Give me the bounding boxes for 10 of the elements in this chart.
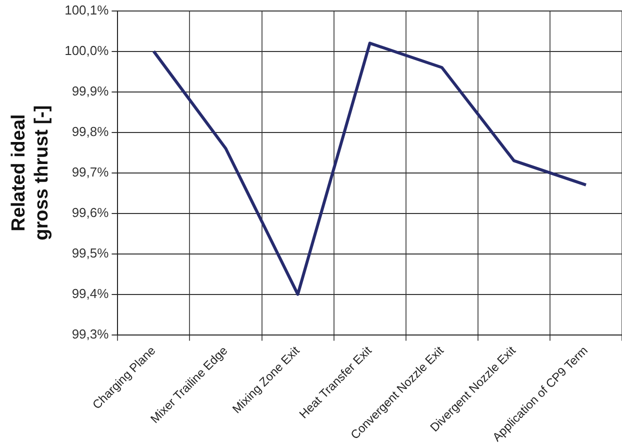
y-tick-label: 99,6% <box>72 204 110 220</box>
y-tick-label: 99,5% <box>72 245 110 260</box>
y-tick-label: 100,0% <box>64 42 110 58</box>
y-tick-label: 99,9% <box>72 83 110 98</box>
y-tick-label: 99,7% <box>72 164 110 180</box>
y-axis-title: Related ideal gross thrust [-] <box>8 105 52 240</box>
y-tick-label: 99,8% <box>72 124 110 139</box>
y-tick-label: 100,1% <box>64 2 110 18</box>
y-tick-label: 99,3% <box>72 326 110 342</box>
y-tick-label: 99,4% <box>72 286 110 301</box>
